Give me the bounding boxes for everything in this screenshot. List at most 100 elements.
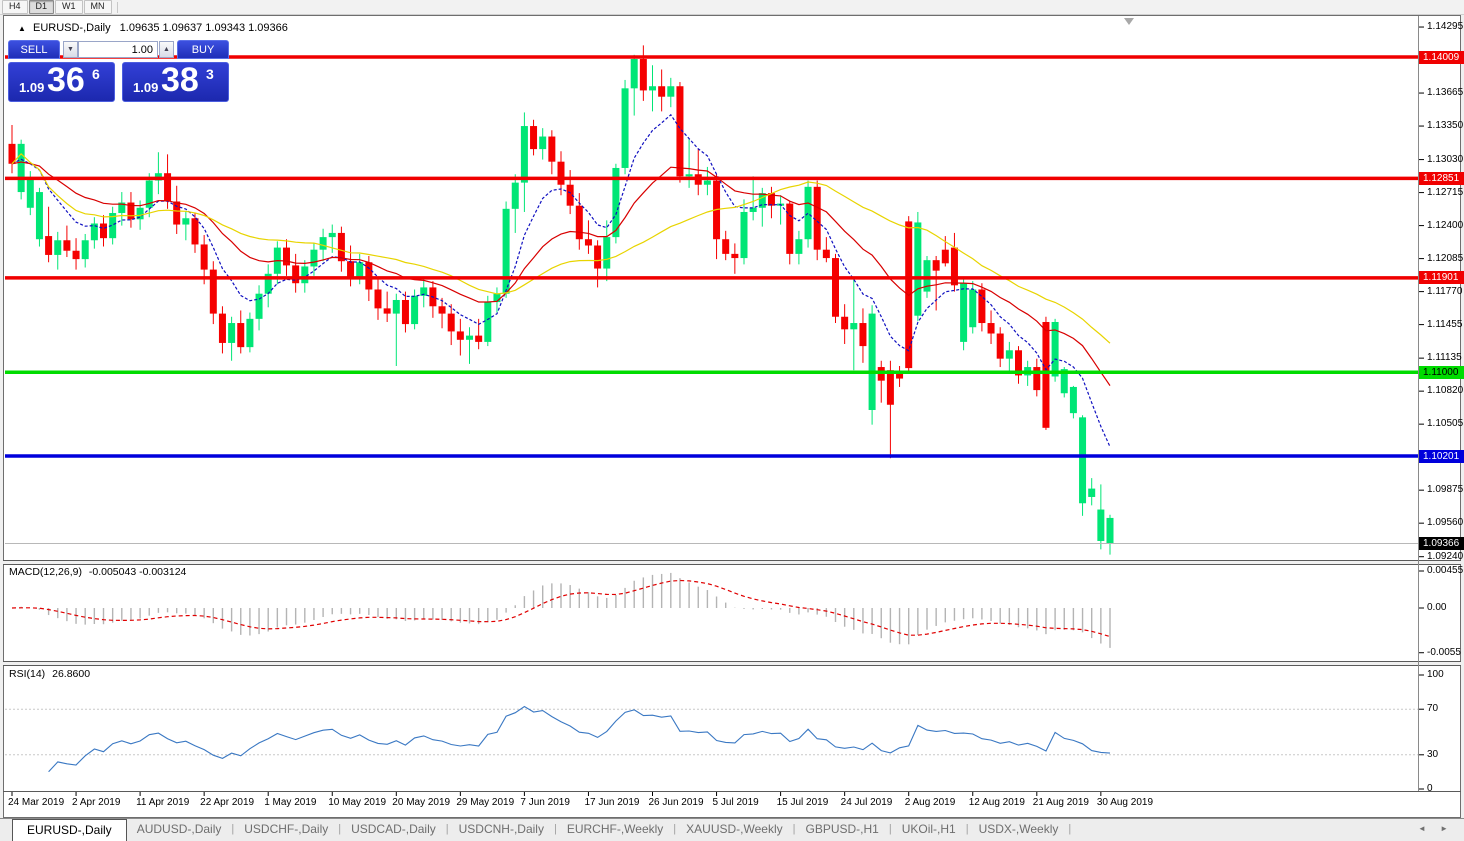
- sell-price-display[interactable]: 1.09 36 6: [8, 61, 115, 102]
- price-tick: 1.13350: [1427, 120, 1464, 132]
- date-label: 11 Apr 2019: [136, 797, 190, 808]
- date-label: 5 Jul 2019: [712, 797, 759, 808]
- date-label: 17 Jun 2019: [584, 797, 640, 808]
- timeframe-button-mn[interactable]: MN: [83, 0, 112, 14]
- timeframe-button-w1[interactable]: W1: [55, 0, 83, 14]
- rsi-tick: 0: [1427, 783, 1433, 794]
- date-label: 7 Jun 2019: [520, 797, 570, 808]
- date-label: 30 Aug 2019: [1096, 797, 1154, 808]
- date-label: 2 Apr 2019: [72, 797, 121, 808]
- tab-separator: |: [553, 823, 557, 835]
- price-tick: 1.11770: [1427, 285, 1463, 297]
- symbol-title: EURUSD-,Daily: [32, 22, 111, 34]
- buy-button[interactable]: BUY: [177, 40, 229, 59]
- tab-audusd-daily[interactable]: AUDUSD-,Daily: [136, 822, 222, 836]
- price-tick: 1.13665: [1427, 87, 1464, 99]
- date-label: 20 May 2019: [392, 797, 451, 808]
- tab-separator: |: [673, 823, 677, 835]
- tab-separator: |: [1068, 823, 1072, 835]
- macd-tick: -0.0055: [1427, 646, 1461, 658]
- macd-tick: 0.00455: [1427, 564, 1464, 576]
- chart-title: ▲ EURUSD-,Daily 1.09635 1.09637 1.09343 …: [18, 22, 288, 34]
- current-price-badge: 1.09366: [1419, 536, 1464, 550]
- ohlc-values: 1.09635 1.09637 1.09343 1.09366: [119, 22, 288, 34]
- tab-usdchf-daily[interactable]: USDCHF-,Daily: [244, 822, 329, 836]
- rsi-tick: 100: [1427, 669, 1444, 680]
- tab-separator: |: [965, 823, 969, 835]
- tab-eurusd-daily[interactable]: EURUSD-,Daily: [12, 819, 127, 841]
- level-badge: 1.11901: [1419, 271, 1464, 285]
- tab-separator: |: [888, 823, 892, 835]
- price-tick: 1.09240: [1427, 550, 1464, 562]
- level-badge: 1.12851: [1419, 171, 1464, 185]
- timeframe-toolbar: H4 D1 W1 MN: [0, 0, 1464, 15]
- toolbar-separator: [116, 1, 118, 13]
- sell-price-big: 36: [47, 61, 85, 99]
- tab-separator: |: [792, 823, 796, 835]
- macd-panel[interactable]: [4, 565, 1460, 662]
- sell-button[interactable]: SELL: [8, 40, 60, 59]
- chart-tabs-bar: EURUSD-,Daily AUDUSD-,Daily | USDCHF-,Daily…: [0, 818, 1464, 841]
- tab-usdx-weekly[interactable]: USDX-,Weekly: [978, 822, 1059, 836]
- tab-separator: |: [445, 823, 449, 835]
- buy-price-big: 38: [161, 61, 199, 99]
- sell-price-pip: 6: [92, 66, 100, 82]
- chart-frame: [3, 15, 1461, 818]
- price-tick: 1.09560: [1427, 517, 1464, 529]
- date-label: 22 Apr 2019: [200, 797, 255, 808]
- timeframe-button-d1[interactable]: D1: [28, 0, 55, 14]
- price-scale-border: [1418, 16, 1419, 791]
- date-label: 24 Mar 2019: [8, 797, 65, 808]
- price-tick: 1.10505: [1427, 418, 1464, 430]
- date-label: 10 May 2019: [328, 797, 387, 808]
- collapse-arrow-icon[interactable]: ▲: [18, 24, 26, 33]
- tab-separator: |: [338, 823, 342, 835]
- sell-price-prefix: 1.09: [19, 80, 45, 95]
- date-label: 21 Aug 2019: [1032, 797, 1089, 808]
- one-click-trading-panel: SELL ▼ ▲ BUY 1.09 36 6 1.09 38 3: [8, 40, 229, 102]
- rsi-tick: 30: [1427, 748, 1439, 760]
- macd-label: MACD(12,26,9) -0.005043 -0.003124: [9, 566, 187, 578]
- date-label: 26 Jun 2019: [648, 797, 704, 808]
- volume-increase-button[interactable]: ▲: [159, 41, 174, 58]
- tab-xauusd-weekly[interactable]: XAUUSD-,Weekly: [686, 822, 783, 836]
- price-tick: 1.12085: [1427, 252, 1464, 264]
- date-label: 15 Jul 2019: [776, 797, 829, 808]
- price-tick: 1.11135: [1427, 352, 1462, 364]
- tab-ukoil-h1[interactable]: UKOil-,H1: [901, 822, 956, 836]
- price-tick: 1.14295: [1427, 21, 1464, 33]
- date-axis-border: [3, 791, 1461, 792]
- level-badge: 1.11000: [1419, 365, 1464, 379]
- tab-scroll-arrows[interactable]: ◄ ►: [1417, 824, 1454, 833]
- volume-decrease-button[interactable]: ▼: [63, 41, 78, 58]
- tab-gbpusd-h1[interactable]: GBPUSD-,H1: [805, 822, 879, 836]
- tab-usdcnh-daily[interactable]: USDCNH-,Daily: [458, 822, 544, 836]
- tab-eurchf-weekly[interactable]: EURCHF-,Weekly: [566, 822, 664, 836]
- level-badge: 1.10201: [1419, 449, 1464, 463]
- price-tick: 1.12400: [1427, 219, 1464, 231]
- volume-input[interactable]: [78, 41, 158, 58]
- price-tick: 1.09875: [1427, 484, 1464, 496]
- tab-usdcad-daily[interactable]: USDCAD-,Daily: [351, 822, 436, 836]
- rsi-tick: 70: [1427, 703, 1439, 715]
- panel-splitter[interactable]: [3, 661, 1461, 666]
- date-label: 29 May 2019: [456, 797, 515, 808]
- price-tick: 1.12715: [1427, 186, 1464, 198]
- date-label: 1 May 2019: [264, 797, 317, 808]
- buy-price-prefix: 1.09: [133, 80, 159, 95]
- date-label: 2 Aug 2019: [904, 797, 956, 808]
- rsi-label: RSI(14) 26.8600: [9, 668, 91, 680]
- timeframe-button-h4[interactable]: H4: [2, 0, 28, 14]
- panel-splitter[interactable]: [3, 560, 1461, 565]
- tab-separator: |: [231, 823, 235, 835]
- buy-price-display[interactable]: 1.09 38 3: [122, 61, 229, 102]
- date-label: 24 Jul 2019: [840, 797, 893, 808]
- rsi-panel[interactable]: [4, 666, 1460, 792]
- buy-price-pip: 3: [206, 66, 214, 82]
- date-label: 12 Aug 2019: [968, 797, 1025, 808]
- level-badge: 1.14009: [1419, 50, 1464, 64]
- macd-tick: 0.00: [1427, 602, 1447, 613]
- price-tick: 1.11455: [1427, 318, 1463, 330]
- price-tick: 1.13030: [1427, 153, 1464, 165]
